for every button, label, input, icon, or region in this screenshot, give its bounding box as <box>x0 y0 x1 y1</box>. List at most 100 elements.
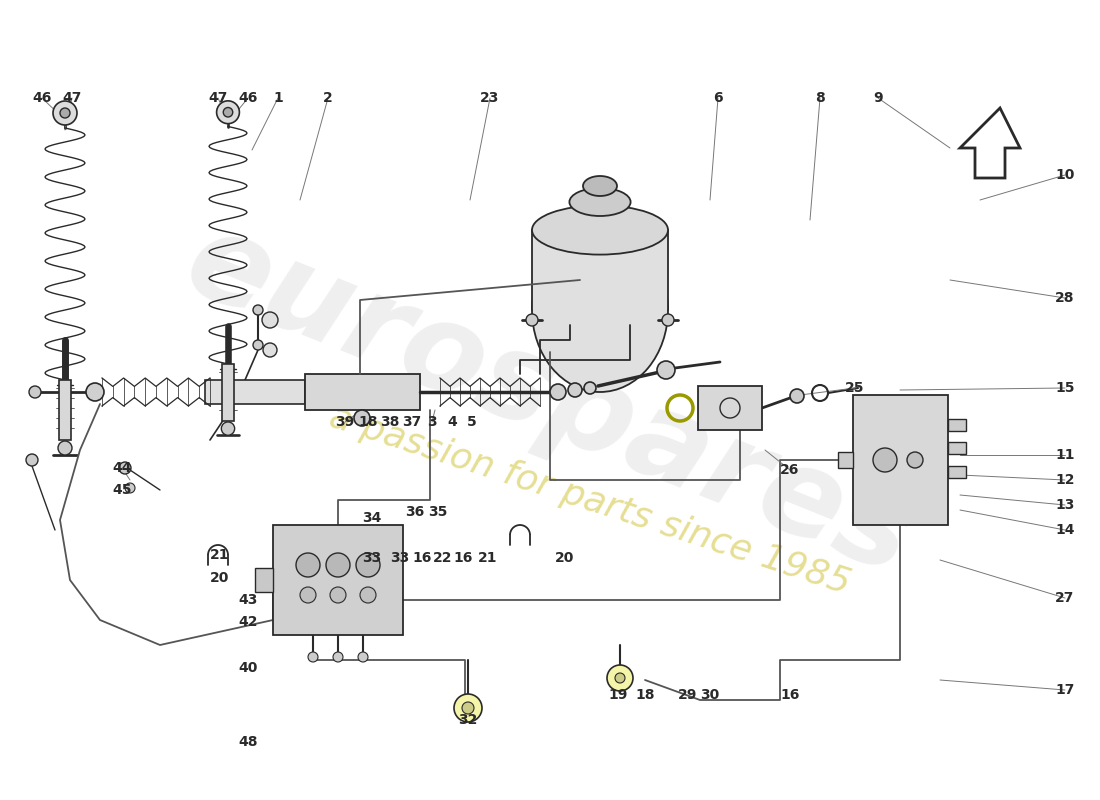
Bar <box>837 452 852 468</box>
Circle shape <box>615 673 625 683</box>
Text: 17: 17 <box>1055 683 1075 697</box>
Circle shape <box>217 101 240 124</box>
Circle shape <box>53 101 77 125</box>
Text: 18: 18 <box>636 688 654 702</box>
Text: 18: 18 <box>359 415 377 429</box>
Text: 35: 35 <box>428 505 448 519</box>
Circle shape <box>308 652 318 662</box>
Text: 28: 28 <box>1055 291 1075 305</box>
Bar <box>947 419 966 431</box>
Text: 33: 33 <box>390 551 409 565</box>
Text: 30: 30 <box>701 688 719 702</box>
Circle shape <box>60 108 70 118</box>
Text: 3: 3 <box>427 415 437 429</box>
Ellipse shape <box>583 176 617 196</box>
Text: 45: 45 <box>112 483 132 497</box>
Bar <box>305 374 420 410</box>
Bar <box>222 364 233 421</box>
Text: 6: 6 <box>713 91 723 105</box>
Circle shape <box>263 343 277 357</box>
Text: 46: 46 <box>239 91 257 105</box>
Circle shape <box>296 553 320 577</box>
Text: 2: 2 <box>323 91 333 105</box>
Circle shape <box>356 553 380 577</box>
Text: 16: 16 <box>412 551 431 565</box>
Text: 11: 11 <box>1055 448 1075 462</box>
Text: 37: 37 <box>403 415 421 429</box>
Text: 43: 43 <box>239 593 257 607</box>
Circle shape <box>86 383 104 401</box>
Circle shape <box>29 386 41 398</box>
Text: 38: 38 <box>381 415 399 429</box>
Circle shape <box>360 587 376 603</box>
Ellipse shape <box>532 228 668 392</box>
Text: 26: 26 <box>780 463 800 477</box>
Bar <box>947 466 966 478</box>
Text: 29: 29 <box>679 688 697 702</box>
Text: 22: 22 <box>433 551 453 565</box>
Bar <box>59 380 72 440</box>
Text: 23: 23 <box>481 91 499 105</box>
Circle shape <box>454 694 482 722</box>
Bar <box>532 230 668 310</box>
Text: 33: 33 <box>362 551 382 565</box>
Circle shape <box>26 454 39 466</box>
Text: 12: 12 <box>1055 473 1075 487</box>
Circle shape <box>300 587 316 603</box>
Bar <box>273 525 403 635</box>
Text: 47: 47 <box>63 91 81 105</box>
Text: eurospares: eurospares <box>169 201 931 599</box>
Circle shape <box>568 383 582 397</box>
Text: 1: 1 <box>273 91 283 105</box>
Text: 27: 27 <box>1055 591 1075 605</box>
Text: 8: 8 <box>815 91 825 105</box>
Text: 44: 44 <box>112 461 132 475</box>
Circle shape <box>262 312 278 328</box>
Circle shape <box>662 314 674 326</box>
Text: 16: 16 <box>780 688 800 702</box>
Text: 21: 21 <box>210 548 230 562</box>
Text: 42: 42 <box>239 615 257 629</box>
Text: 47: 47 <box>208 91 228 105</box>
Circle shape <box>125 483 135 493</box>
Text: 20: 20 <box>556 551 574 565</box>
Text: 25: 25 <box>845 381 865 395</box>
Text: 20: 20 <box>210 571 230 585</box>
Bar <box>698 386 762 430</box>
Circle shape <box>326 553 350 577</box>
Bar <box>255 568 273 592</box>
Circle shape <box>221 422 234 435</box>
Circle shape <box>790 389 804 403</box>
Bar <box>947 442 966 454</box>
Circle shape <box>607 665 632 691</box>
Text: 46: 46 <box>32 91 52 105</box>
Ellipse shape <box>532 206 668 254</box>
Text: 14: 14 <box>1055 523 1075 537</box>
Text: 16: 16 <box>453 551 473 565</box>
Circle shape <box>657 361 675 379</box>
Text: 48: 48 <box>239 735 257 749</box>
Text: 40: 40 <box>239 661 257 675</box>
Circle shape <box>119 462 131 474</box>
Circle shape <box>58 441 72 455</box>
Circle shape <box>223 107 233 117</box>
Text: 19: 19 <box>608 688 628 702</box>
Circle shape <box>462 702 474 714</box>
Circle shape <box>333 652 343 662</box>
Text: 36: 36 <box>406 505 425 519</box>
Circle shape <box>908 452 923 468</box>
Bar <box>852 395 947 525</box>
Bar <box>205 380 305 404</box>
Circle shape <box>354 410 370 426</box>
Text: 21: 21 <box>478 551 497 565</box>
Text: 13: 13 <box>1055 498 1075 512</box>
Text: 34: 34 <box>362 511 382 525</box>
Text: 5: 5 <box>468 415 477 429</box>
Circle shape <box>253 340 263 350</box>
Circle shape <box>526 314 538 326</box>
Polygon shape <box>960 108 1020 178</box>
Text: 15: 15 <box>1055 381 1075 395</box>
Circle shape <box>550 384 566 400</box>
Circle shape <box>584 382 596 394</box>
Text: a passion for parts since 1985: a passion for parts since 1985 <box>326 399 855 601</box>
